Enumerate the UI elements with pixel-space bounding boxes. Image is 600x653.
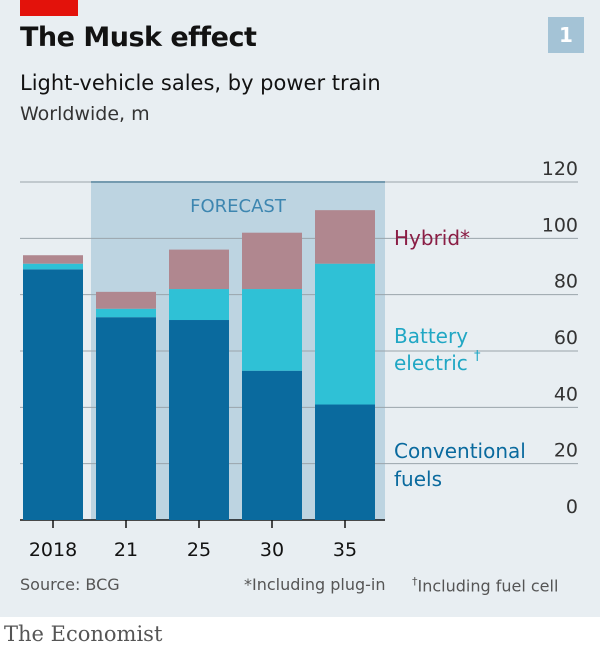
footnote-battery-text: Including fuel cell <box>417 576 559 596</box>
footnote-hybrid: *Including plug-in <box>244 575 386 594</box>
y-tick-label: 60 <box>554 327 578 349</box>
brand-red-tag <box>20 0 78 16</box>
publisher-wordmark: The Economist <box>4 622 163 646</box>
chart-subtitle: Light-vehicle sales, by power train <box>20 71 381 95</box>
stacked-bar-chart: FORECAST 0 20 40 60 80 100 120 2018 21 25 30 35 Hybri… <box>20 158 578 561</box>
bar-conventional <box>96 317 156 520</box>
bar-battery-electric <box>169 289 229 321</box>
y-tick-label: 80 <box>554 271 578 293</box>
series-label-conventional-line2: fuels <box>394 467 442 491</box>
series-label-hybrid: Hybrid* <box>394 226 470 250</box>
bar-battery-electric <box>315 263 375 405</box>
bar-battery-electric <box>96 308 156 318</box>
bar-battery-electric <box>242 289 302 371</box>
bar-conventional <box>23 269 83 520</box>
footnote-battery: †Including fuel cell <box>412 575 558 595</box>
x-tick-label: 21 <box>114 539 138 561</box>
bar-hybrid <box>242 232 302 290</box>
chart-unit: Worldwide, m <box>20 103 150 125</box>
bar-battery-electric <box>23 263 83 270</box>
bar-hybrid <box>169 249 229 290</box>
x-tick-label: 25 <box>187 539 211 561</box>
footnote-dagger: † <box>412 575 418 588</box>
series-label-battery-line1: Battery <box>394 324 468 348</box>
x-tick-label: 35 <box>333 539 357 561</box>
bar-hybrid <box>315 210 375 264</box>
bar-hybrid <box>96 291 156 309</box>
y-tick-label: 20 <box>554 440 578 462</box>
forecast-label: FORECAST <box>190 196 287 217</box>
y-tick-label: 40 <box>554 383 578 405</box>
bar-conventional <box>169 320 229 520</box>
source-note: Source: BCG <box>20 575 120 594</box>
figure-number-badge: 1 <box>548 17 584 53</box>
bar-conventional <box>315 404 375 520</box>
series-label-conventional-line1: Conventional <box>394 439 526 463</box>
chart-title: The Musk effect <box>20 22 257 53</box>
series-label-battery-line2: electric <box>394 351 468 375</box>
bar-conventional <box>242 370 302 520</box>
y-tick-label: 100 <box>542 214 578 236</box>
series-label-battery-dagger: † <box>474 349 481 364</box>
x-tick-label: 30 <box>260 539 284 561</box>
x-tick-label: 2018 <box>29 539 77 561</box>
bar-hybrid <box>23 255 83 264</box>
y-tick-label: 120 <box>542 158 578 180</box>
y-tick-label: 0 <box>566 496 578 518</box>
